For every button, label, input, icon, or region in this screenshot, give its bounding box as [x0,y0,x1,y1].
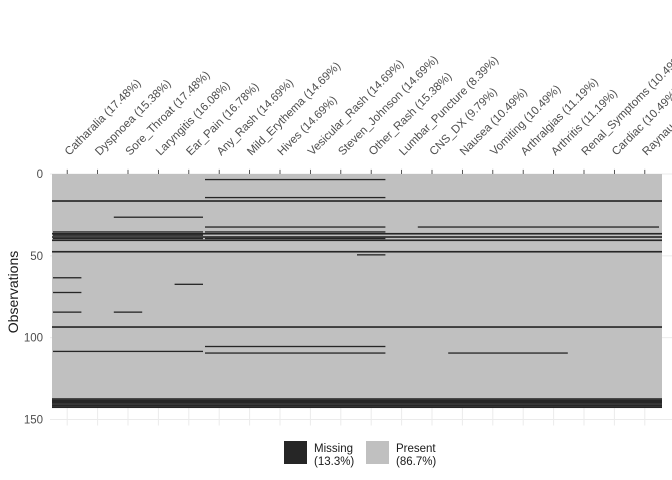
y-axis: 0 50 100 150 [24,169,43,427]
missing-row [52,404,662,407]
legend-label: (86.7%) [396,456,436,468]
present-area [52,174,662,409]
missing-row [52,232,662,235]
x-tick-labels: Catharalia (17.48%)Dyspnoea (15.38%)Sore… [63,50,672,158]
missing-row [52,398,662,400]
legend-label: (13.3%) [314,456,354,468]
missing-segment [417,226,659,228]
missing-segment [205,231,386,233]
missing-segment [205,345,386,348]
missing-row [52,250,662,253]
legend-swatch-missing [284,441,307,464]
missing-segment [113,216,203,218]
missing-segment [205,237,386,240]
missing-row [52,236,662,238]
missing-segment [448,352,568,354]
missing-row [52,399,662,402]
missing-segment [53,234,203,236]
missing-segment [53,237,203,240]
missing-segment [113,311,143,313]
missing-segment [205,178,386,181]
missing-segment [53,291,82,294]
missing-row [52,239,662,242]
y-axis-title: Observations [5,251,21,333]
missing-segment [53,311,82,313]
missing-segment [53,350,203,353]
y-tick-label: 100 [24,333,43,345]
missing-row [52,406,662,409]
legend-label: Present [396,443,436,455]
missing-segment [174,283,203,285]
missing-segment [357,254,386,256]
missing-segment [53,231,203,233]
y-tick-label: 0 [37,169,43,181]
legend: Missing(13.3%) Present(86.7%) [284,441,436,468]
missing-row [52,403,662,405]
missing-segment [205,226,386,228]
legend-swatch-present [366,441,389,464]
heatmap-panel [52,170,662,409]
missing-row [52,200,662,202]
legend-label: Missing [314,443,353,455]
missing-row [52,401,662,404]
missing-row [52,326,662,328]
y-tick-label: 50 [30,251,43,263]
missing-segment [53,277,82,279]
y-tick-label: 150 [24,415,43,427]
missing-segment [205,352,386,354]
missing-segment [205,196,386,199]
